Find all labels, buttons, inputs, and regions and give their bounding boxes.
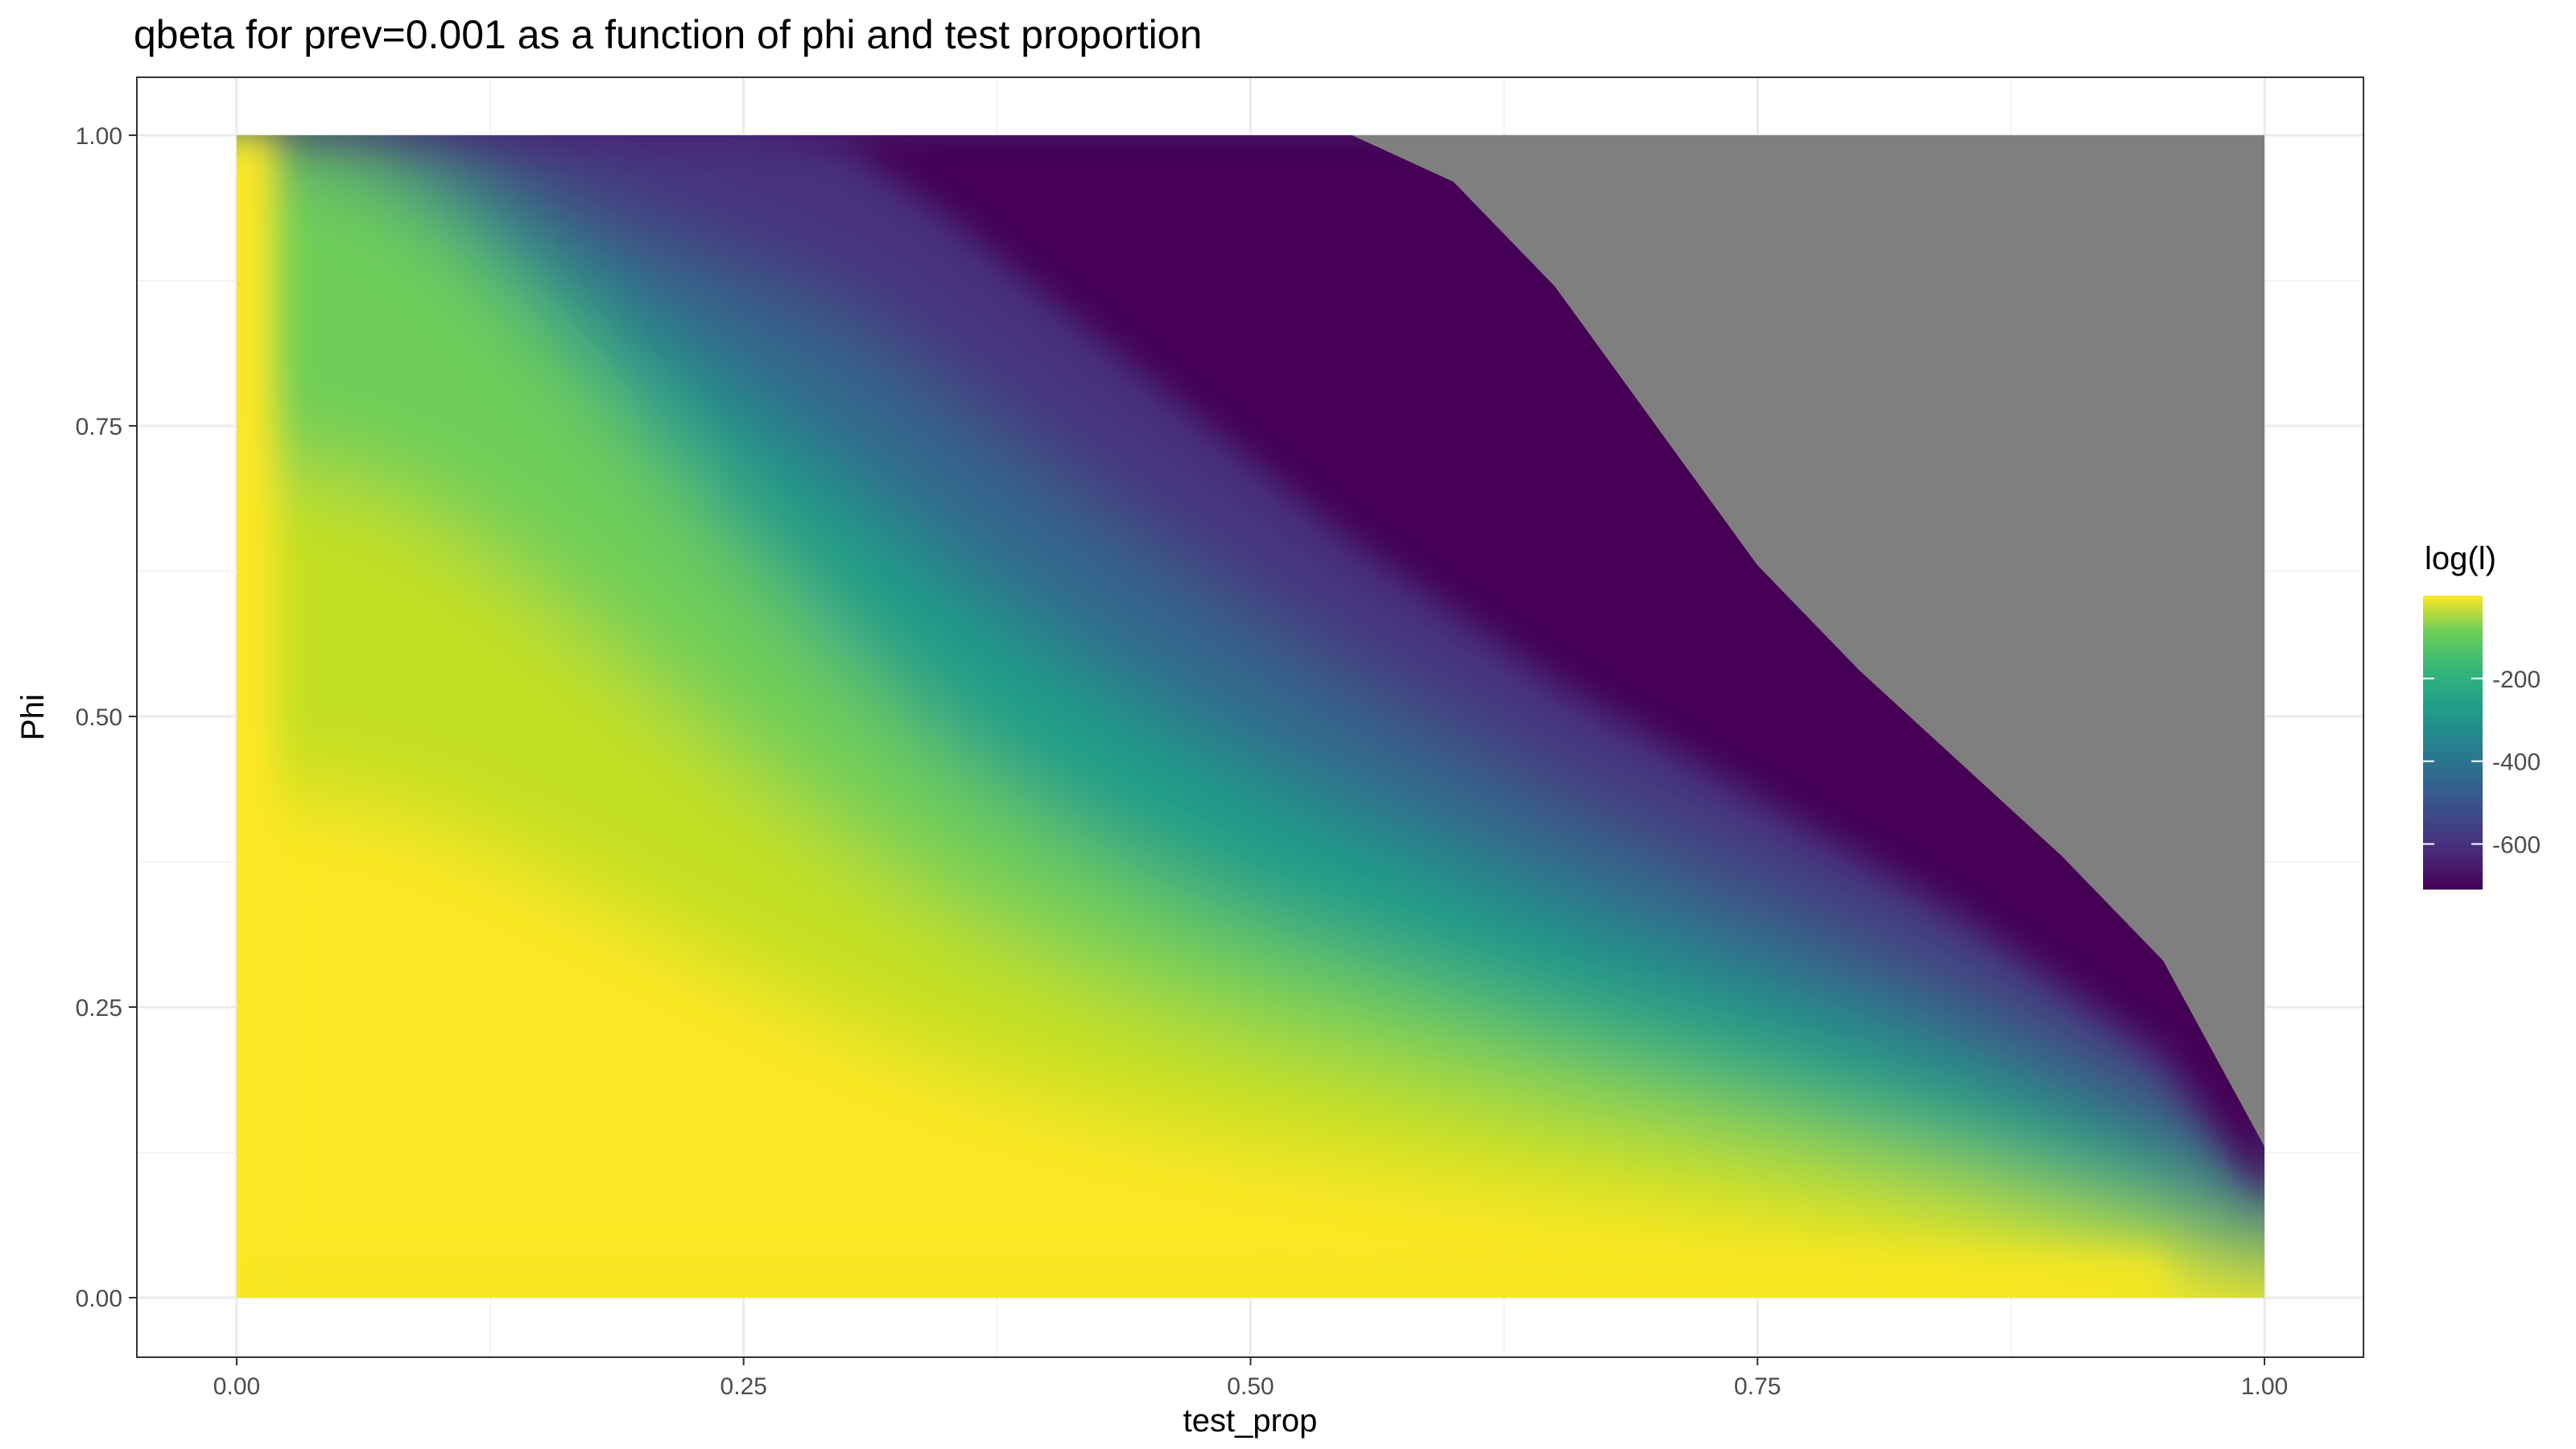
y-axis-title: Phi bbox=[15, 694, 51, 741]
x-axis-title: test_prop bbox=[1183, 1403, 1318, 1439]
x-axis: 0.00 0.25 0.50 0.75 1.00 bbox=[213, 1357, 2288, 1400]
y-tick-label: 0.25 bbox=[76, 995, 122, 1022]
heatmap-left-edge bbox=[237, 135, 2168, 1298]
x-tick-label: 1.00 bbox=[2241, 1373, 2288, 1400]
legend-tick-label: -400 bbox=[2492, 749, 2541, 776]
x-tick-label: 0.25 bbox=[720, 1373, 767, 1400]
legend: -200 -400 -600 bbox=[2423, 596, 2541, 890]
x-tick-label: 0.50 bbox=[1227, 1373, 1274, 1400]
legend-tick-label: -600 bbox=[2492, 832, 2541, 858]
heatmap-na-region bbox=[237, 135, 2264, 1147]
y-tick-label: 0.00 bbox=[76, 1286, 122, 1312]
chart-title: qbeta for prev=0.001 as a function of ph… bbox=[134, 12, 1203, 57]
y-tick-label: 1.00 bbox=[76, 123, 122, 150]
x-tick-label: 0.75 bbox=[1734, 1373, 1781, 1400]
y-tick-label: 0.75 bbox=[76, 414, 122, 440]
heatmap-raster bbox=[237, 135, 2264, 1298]
legend-colorbar bbox=[2423, 596, 2483, 890]
y-tick-label: 0.50 bbox=[76, 704, 122, 731]
x-tick-label: 0.00 bbox=[213, 1373, 260, 1400]
legend-tick-label: -200 bbox=[2492, 667, 2541, 693]
y-axis: 0.00 0.25 0.50 0.75 1.00 bbox=[76, 123, 137, 1312]
legend-title: log(l) bbox=[2425, 541, 2496, 576]
